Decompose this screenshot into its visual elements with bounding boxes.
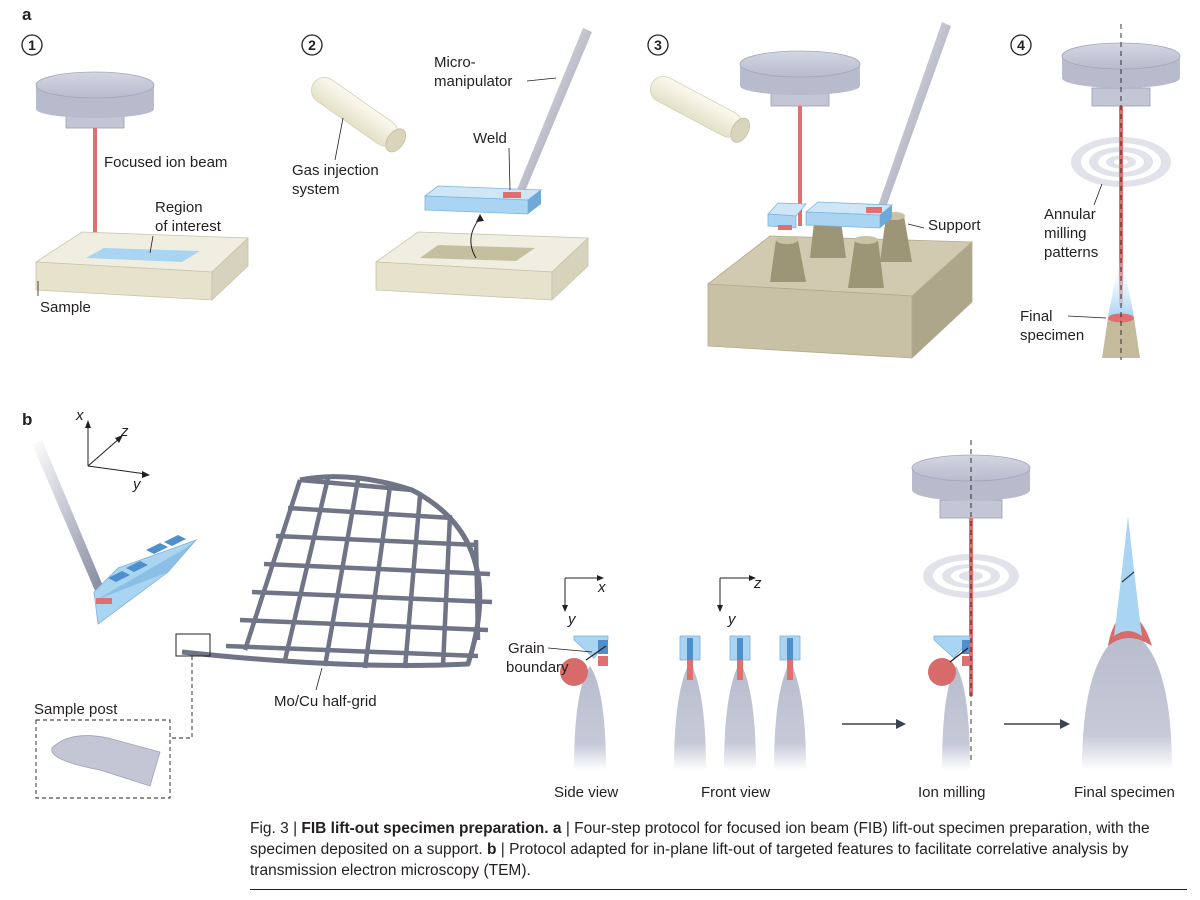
step-3-illustration: Support <box>649 22 981 359</box>
ion-column-3 <box>739 50 861 107</box>
sample-post-inset <box>35 719 171 799</box>
axis-x-label-b: x <box>75 407 84 424</box>
side-view-specimen <box>560 635 609 770</box>
figure-caption: Fig. 3 | FIB lift-out specimen preparati… <box>250 818 1190 881</box>
front-view-axes <box>719 577 752 608</box>
caption-b-tag: b <box>486 841 497 858</box>
weld-label: Weld <box>473 130 507 147</box>
step-1-illustration: Focused ion beam Region of interest Samp… <box>34 71 249 316</box>
side-view-axes <box>564 577 600 608</box>
micromanipulator-label-1: Micro- <box>434 54 476 71</box>
caption-rule <box>250 889 1187 890</box>
mo-cu-half-grid <box>181 474 493 669</box>
front-view-specimens <box>674 635 806 770</box>
lifted-lamella <box>423 185 543 215</box>
caption-title: FIB lift-out specimen preparation. <box>301 820 549 837</box>
caption-b-text: | Protocol adapted for in-plane lift-out… <box>250 841 1129 879</box>
annular-label-1: Annular <box>1044 206 1096 223</box>
annular-label-3: patterns <box>1044 244 1098 261</box>
front-axis-z: z <box>753 575 762 592</box>
grain-boundary-label-1: Grain <box>508 640 545 657</box>
region-of-interest-label-2: of interest <box>155 218 222 235</box>
axis-y-label-b: y <box>132 476 142 493</box>
focused-ion-beam <box>93 128 97 250</box>
zoom-box <box>175 633 211 657</box>
step-4-number: 4 <box>1017 37 1025 53</box>
step-1-number: 1 <box>28 37 36 53</box>
gas-injection-tube <box>311 77 407 153</box>
micromanipulator-needle-3 <box>878 22 951 210</box>
micromanipulator-needle <box>516 28 592 196</box>
step-3-marker: 3 <box>647 34 669 56</box>
step-4-marker: 4 <box>1010 34 1032 56</box>
support-label: Support <box>928 217 981 234</box>
final-specimen-illustration <box>1082 516 1172 770</box>
front-axis-y: y <box>727 611 737 628</box>
caption-a-text: | Four-step protocol for focused ion bea… <box>250 820 1150 858</box>
step-2-marker: 2 <box>301 34 323 56</box>
side-axis-y: y <box>567 611 577 628</box>
caption-fig-label: Fig. 3 | <box>250 820 302 837</box>
panel-b-label: b <box>22 410 32 429</box>
step-1-marker: 1 <box>21 34 43 56</box>
gas-injection-label-1: Gas injection <box>292 162 379 179</box>
gas-injection-label-2: system <box>292 181 340 198</box>
final-specimen-tip <box>1102 318 1140 358</box>
side-axis-x: x <box>597 579 606 596</box>
half-grid-label: Mo/Cu half-grid <box>274 693 377 710</box>
micromanipulator-label-2: manipulator <box>434 73 512 90</box>
step-2-illustration: Gas injection system Micro- manipulator … <box>292 28 592 301</box>
axis-z-label-b: z <box>120 423 129 440</box>
deposited-lamellae <box>767 201 894 230</box>
sample-block <box>34 231 249 301</box>
final-specimen-label-1: Final <box>1020 308 1053 325</box>
final-specimen-label-2: specimen <box>1020 327 1084 344</box>
ion-milling-label: Ion milling <box>918 784 986 801</box>
step-3-number: 3 <box>654 37 662 53</box>
axes-triad <box>87 424 147 475</box>
step-2-number: 2 <box>308 37 316 53</box>
step-4-illustration: Annular milling patterns Final specimen <box>1020 24 1181 360</box>
final-specimen-label: Final specimen <box>1074 784 1175 801</box>
sample-post-shape <box>51 735 161 787</box>
process-arrows <box>842 719 1070 729</box>
weld-spot <box>503 192 521 198</box>
grain-boundary-label-2: boundary <box>506 659 569 676</box>
region-of-interest <box>86 248 200 262</box>
caption-a-tag: a <box>552 820 562 837</box>
sample-post-label: Sample post <box>34 701 118 718</box>
side-view-label: Side view <box>554 784 618 801</box>
sample-label: Sample <box>40 299 91 316</box>
region-of-interest-label-1: Region <box>155 199 203 216</box>
annular-label-2: milling <box>1044 225 1087 242</box>
ion-milling-illustration <box>911 440 1031 770</box>
micromanipulator-needle-b <box>32 440 108 600</box>
front-view-label: Front view <box>701 784 770 801</box>
trench-block <box>374 231 589 301</box>
in-plane-lamella <box>93 535 198 625</box>
ion-column <box>35 71 155 129</box>
gas-injection-tube-3 <box>649 75 750 143</box>
focused-ion-beam-label: Focused ion beam <box>104 154 227 171</box>
ion-beam-3 <box>798 106 802 226</box>
panel-a-label: a <box>22 5 32 24</box>
